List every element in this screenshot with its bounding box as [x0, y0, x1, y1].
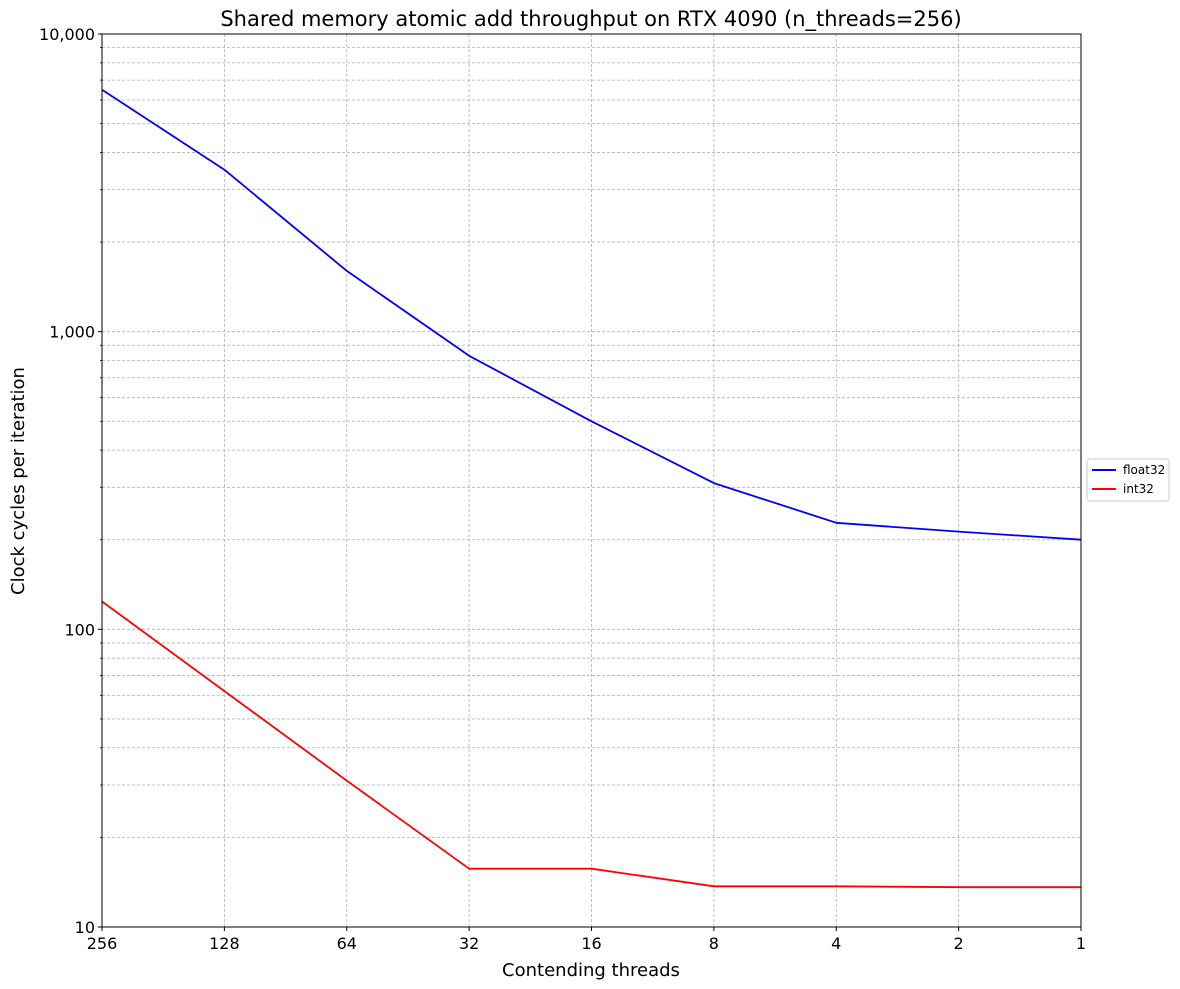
x-tick-label: 2	[954, 934, 964, 953]
major-gridlines	[101, 33, 1082, 928]
y-tick-label: 1,000	[49, 323, 95, 342]
x-tick-label: 128	[209, 934, 240, 953]
x-axis-label: Contending threads	[502, 960, 680, 981]
series-line-int32	[101, 600, 1081, 889]
x-tick-label: 8	[709, 934, 719, 953]
x-tick-label: 32	[459, 934, 479, 953]
minor-gridlines	[102, 47, 1081, 838]
y-tick-label: 100	[64, 620, 95, 639]
x-tick-label: 64	[337, 934, 357, 953]
y-tick-label: 10,000	[39, 25, 95, 44]
series-line-float32	[101, 88, 1082, 541]
x-tick-label: 256	[87, 934, 118, 953]
y-tick-label: 10	[75, 918, 95, 937]
x-axis-ticks: 256 128 64 32 16 8 4 2 1	[87, 927, 1086, 953]
series-lines	[101, 88, 1082, 889]
y-axis-ticks: 10 100 1,000 10,000	[39, 25, 102, 937]
chart-title: Shared memory atomic add throughput on R…	[220, 7, 961, 32]
legend-label-int32: int32	[1123, 482, 1154, 496]
x-tick-label: 1	[1076, 934, 1086, 953]
x-tick-label: 4	[831, 934, 841, 953]
legend-label-float32: float32	[1123, 463, 1165, 477]
y-axis-label: Clock cycles per iteration	[8, 367, 29, 595]
x-tick-label: 16	[581, 934, 601, 953]
legend: float32 int32	[1086, 458, 1170, 502]
